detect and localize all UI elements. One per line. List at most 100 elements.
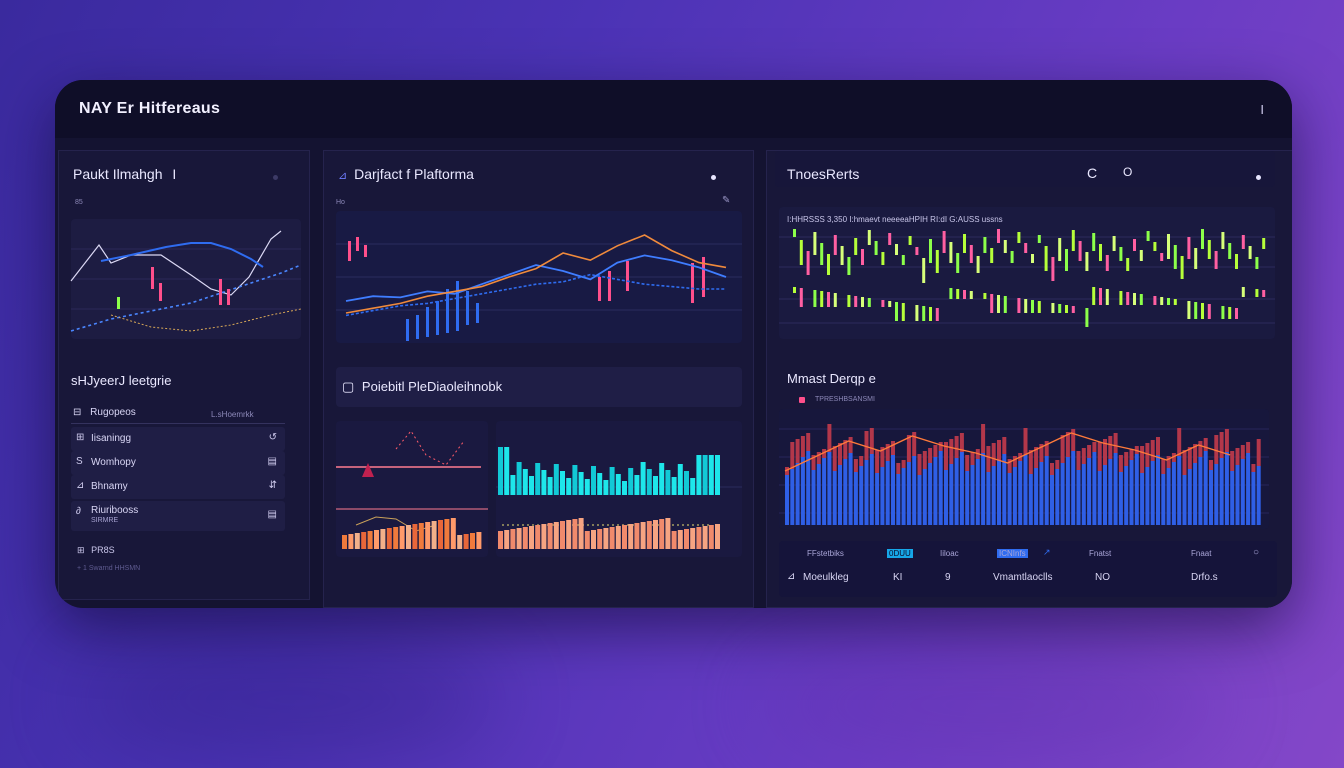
candle <box>833 235 837 255</box>
left-section-title: sHJyeerJ leetgrie <box>71 373 172 388</box>
peach-bar <box>634 523 640 549</box>
stack-bar-blue <box>1140 473 1145 525</box>
refresh-icon[interactable]: C <box>1087 165 1098 181</box>
peach-bar <box>690 528 696 549</box>
stack-bar-blue <box>1240 459 1245 525</box>
refresh-icon[interactable]: ↺ <box>268 432 277 443</box>
left-series-white <box>70 230 282 296</box>
left-candle-green <box>117 297 120 309</box>
middle-panel-menu-button[interactable] <box>711 175 716 180</box>
stack-bar-blue <box>1187 469 1192 525</box>
stack-bar-blue <box>1071 451 1076 525</box>
candle <box>813 232 817 255</box>
middle-candles-pink <box>348 237 705 303</box>
stack-bar-red <box>795 439 800 463</box>
stack-bar-blue <box>806 451 811 525</box>
list-item[interactable]: S Womhopy ▤ <box>71 451 285 475</box>
info-icon[interactable]: ○ <box>1253 547 1260 558</box>
candle <box>1139 294 1143 305</box>
th-5: Fnaat <box>1191 549 1212 558</box>
peach-bar <box>628 524 634 549</box>
warm-bar <box>354 533 360 549</box>
candle <box>983 293 987 299</box>
stack-bar-blue <box>822 458 827 525</box>
candle <box>1085 308 1089 327</box>
peach-bar <box>547 523 553 549</box>
footer-icon: ⊞ <box>77 545 85 555</box>
candle <box>969 245 973 263</box>
stack-bar-blue <box>959 452 964 525</box>
window-close-button[interactable]: I <box>1260 102 1264 117</box>
list-icon[interactable]: ▤ <box>267 456 277 467</box>
stack-bar-red <box>827 424 832 452</box>
stack-bar-red <box>1224 429 1229 452</box>
stack-bar-blue <box>928 463 933 525</box>
candle <box>1065 305 1068 313</box>
candle <box>1105 255 1109 271</box>
stack-bar-blue <box>1055 469 1060 525</box>
stack-bar-red <box>1240 445 1245 459</box>
list-item[interactable]: ⊿ Bhnamy ⇵ <box>71 475 285 499</box>
settings-icon[interactable]: O <box>1123 165 1133 179</box>
stack-bar-blue <box>880 467 885 525</box>
stack-bar-red <box>1039 444 1044 462</box>
stack-bar-red <box>1108 436 1113 459</box>
stack-bar-blue <box>1134 454 1139 525</box>
list-header-label: Rugopeos <box>90 407 136 418</box>
list-header-right: L.sHoemrkk <box>211 410 254 419</box>
cyan-bar <box>560 471 565 495</box>
cyan-bar <box>510 475 516 495</box>
candle <box>847 295 851 307</box>
candle <box>1024 299 1028 313</box>
stack-bar-blue <box>986 472 991 525</box>
middle-title-icon: ⊿ <box>338 170 348 182</box>
middle-panel: ⊿ Darjfact f Plaftorma Ho ✎ <box>323 150 754 608</box>
peach-bar <box>715 524 720 549</box>
stack-bar-red <box>790 442 795 469</box>
candle <box>1241 235 1245 249</box>
sort-icon[interactable]: ⇵ <box>268 480 277 491</box>
candle <box>1044 246 1048 271</box>
left-panel-menu-button[interactable] <box>273 175 278 180</box>
stack-bar-red <box>933 445 938 457</box>
stack-bar-red <box>922 451 927 469</box>
list-item[interactable]: ∂ Riuribooss SIRMRE ▤ <box>71 501 285 531</box>
candle <box>827 292 830 307</box>
warm-bar <box>406 525 411 549</box>
stack-bar-red <box>859 456 864 466</box>
middle-section-title-text: Poiebitl PleDiaoleihnobk <box>361 379 503 394</box>
stack-bar-blue <box>1251 472 1256 525</box>
stack-bar-blue <box>1050 475 1054 525</box>
candle <box>1262 238 1266 249</box>
cyan-bar <box>671 477 677 495</box>
stack-bar-blue <box>912 456 917 525</box>
list-item[interactable]: ⊞ Iisaningg ↺ <box>71 427 285 451</box>
left-panel-title: Paukt Ilmahgh I <box>73 166 176 182</box>
peach-bars <box>498 518 720 549</box>
stack-bar-red <box>864 431 869 460</box>
candle <box>1173 299 1177 305</box>
left-footer-tiny: + 1 Swarnd HHSMN <box>77 565 141 572</box>
right-panel: TnoesRerts C O I:HHRSSS 3,350 I:hmaevt n… <box>766 150 1292 608</box>
stack-bar-blue <box>1012 467 1017 525</box>
candle <box>874 241 878 255</box>
stack-bar-red <box>838 443 842 465</box>
right-panel-menu-button[interactable] <box>1256 175 1261 180</box>
warm-bar <box>470 533 475 549</box>
stack-bar-blue <box>848 453 853 525</box>
series-orange-line <box>345 234 727 314</box>
warm-bars <box>342 518 482 549</box>
stack-bar-red <box>1203 438 1208 451</box>
candle <box>1201 229 1204 249</box>
mini-chart-right <box>496 421 742 557</box>
right-header-bar <box>775 151 1275 187</box>
stack-bar-blue <box>891 455 895 525</box>
candle <box>888 301 892 307</box>
item-label: Iisaningg <box>91 433 132 444</box>
link-icon[interactable]: ↗ <box>1043 547 1051 557</box>
candle <box>1071 306 1075 313</box>
edit-icon[interactable]: ✎ <box>722 195 731 206</box>
stack-bar-red <box>806 433 811 451</box>
list-icon[interactable]: ▤ <box>267 509 277 520</box>
candle <box>1051 303 1055 313</box>
